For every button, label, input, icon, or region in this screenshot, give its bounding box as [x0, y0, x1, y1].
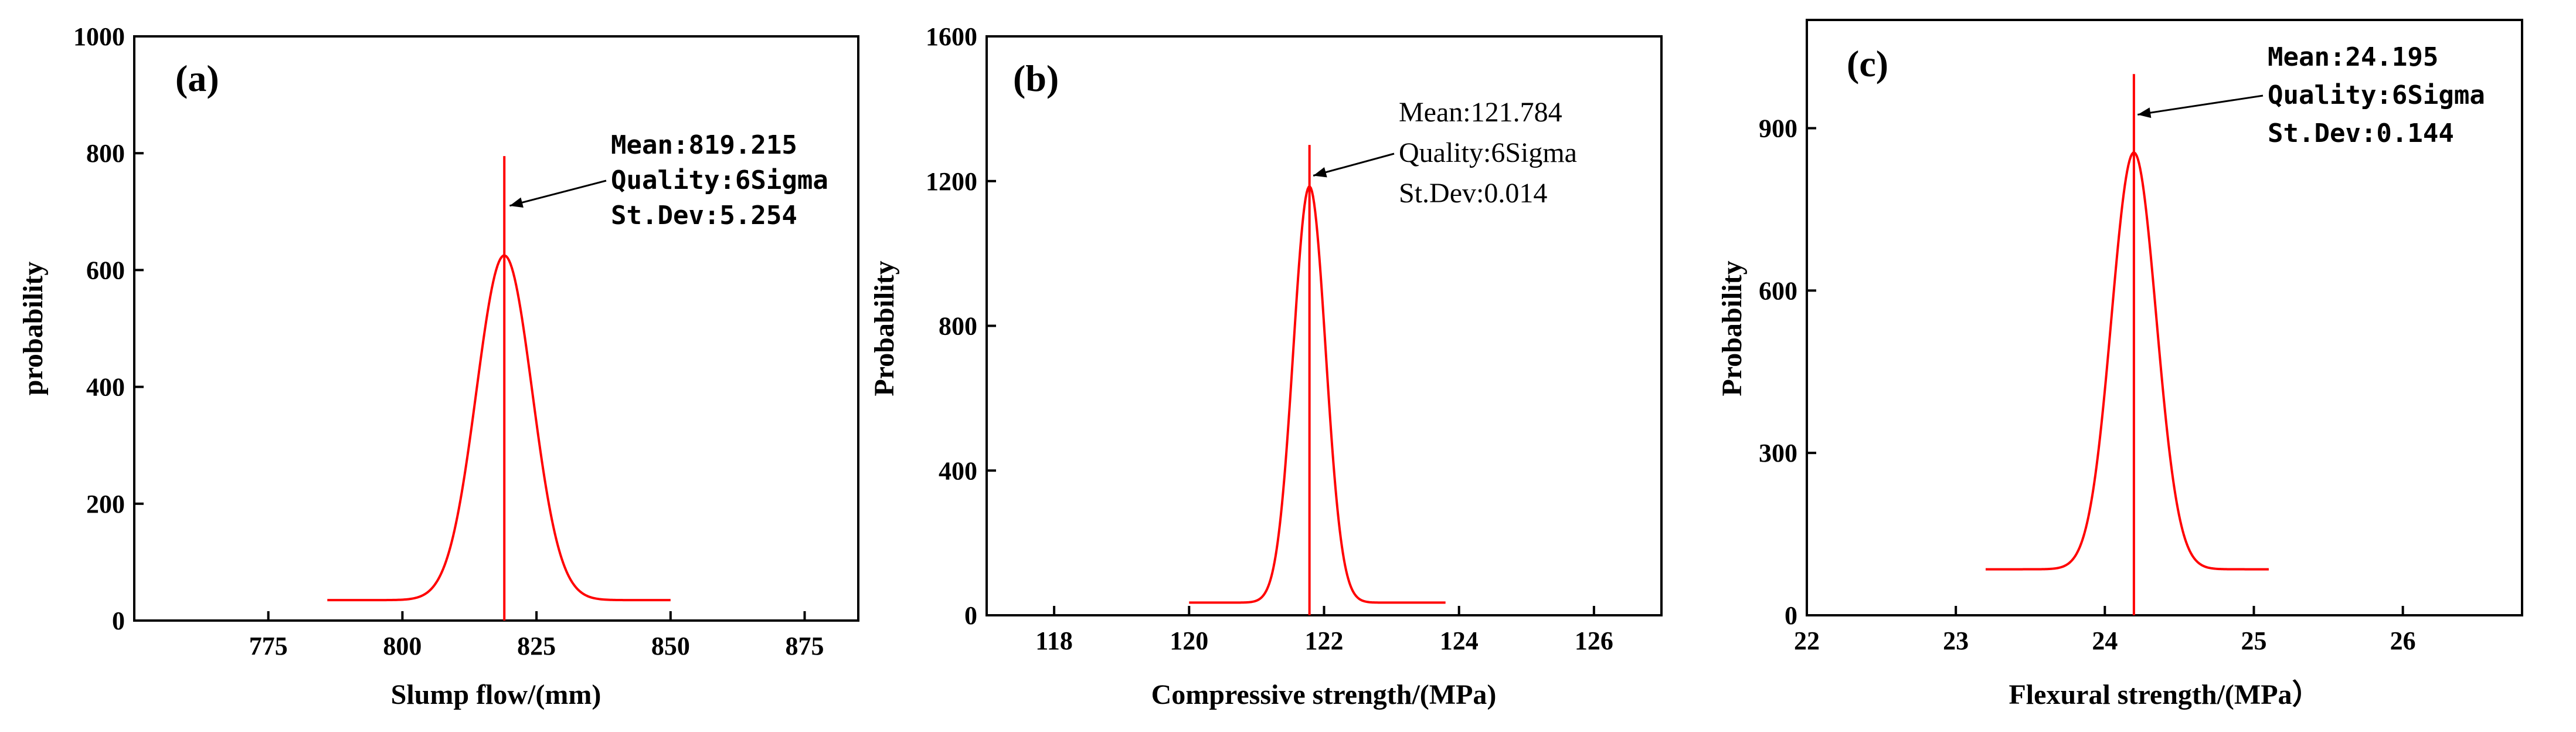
- x-tick-label: 875: [786, 632, 824, 660]
- y-tick-label: 0: [964, 601, 977, 630]
- annotation-arrowhead: [2137, 107, 2152, 118]
- y-tick-label: 600: [1759, 276, 1797, 305]
- x-tick-label: 23: [1943, 626, 1969, 655]
- x-ticks: 775 800 825 850 875: [249, 611, 824, 660]
- annotation-quality: Quality:6Sigma: [1399, 137, 1577, 168]
- panel-a: 775 800 825 850 875 0 200 400 600 800 1000 (a) Me…: [18, 22, 859, 710]
- y-axis-label: probability: [18, 262, 49, 396]
- x-tick-label: 850: [651, 632, 690, 660]
- plot-frame: [133, 35, 859, 622]
- y-tick-label: 0: [112, 606, 125, 635]
- x-tick-label: 25: [2241, 626, 2267, 655]
- panel-label: (b): [1013, 57, 1059, 99]
- x-tick-label: 118: [1035, 626, 1073, 655]
- x-axis-label: Slump flow/(mm): [391, 679, 601, 710]
- annotation-arrow: [509, 179, 607, 207]
- x-tick-label: 26: [2390, 626, 2416, 655]
- annotation-stdev: St.Dev:0.014: [1399, 178, 1547, 209]
- y-tick-label: 1000: [73, 22, 125, 51]
- y-axis-label: Probability: [1717, 260, 1748, 396]
- y-tick-label: 900: [1759, 114, 1797, 143]
- probability-curve: [327, 254, 671, 602]
- x-ticks: 118 120 122 124 126: [1035, 606, 1613, 655]
- x-tick-label: 126: [1575, 626, 1613, 655]
- x-tick-label: 22: [1794, 626, 1820, 655]
- y-tick-label: 300: [1759, 439, 1797, 467]
- y-tick-label: 1200: [926, 167, 977, 196]
- annotation-arrow: [1313, 152, 1395, 177]
- annotation-mean: Mean:121.784: [1399, 97, 1562, 128]
- panel-label: (c): [1847, 43, 1888, 84]
- annotation-quality: Quality:6Sigma: [2268, 80, 2485, 110]
- x-tick-label: 124: [1440, 626, 1479, 655]
- x-ticks: 22 23 24 25 26: [1794, 606, 2416, 655]
- x-tick-label: 24: [2092, 626, 2118, 655]
- y-tick-label: 800: [939, 312, 977, 341]
- x-tick-label: 775: [249, 632, 288, 660]
- x-axis-label: Compressive strength/(MPa): [1151, 679, 1497, 710]
- y-tick-label: 200: [86, 490, 125, 518]
- x-tick-label: 122: [1305, 626, 1344, 655]
- plot-frame: [1806, 19, 2523, 616]
- probability-curve: [1189, 185, 1446, 604]
- y-axis-label: Probability: [869, 260, 900, 396]
- annotation-mean: Mean:24.195: [2268, 42, 2438, 72]
- panel-label: (a): [175, 57, 219, 99]
- annotation-stdev: St.Dev:0.144: [2268, 118, 2454, 148]
- y-tick-label: 800: [86, 139, 125, 168]
- y-ticks: 0 300 600 900: [1759, 114, 1816, 630]
- y-ticks: 0 200 400 600 800 1000: [73, 22, 144, 635]
- x-tick-label: 800: [383, 632, 422, 660]
- y-tick-label: 400: [86, 373, 125, 402]
- probability-curve: [1986, 151, 2269, 571]
- annotation-stdev: St.Dev:5.254: [611, 201, 797, 231]
- annotation-quality: Quality:6Sigma: [611, 165, 828, 195]
- x-axis-label: Flexural strength/(MPa）: [2009, 679, 2320, 710]
- annotation-arrowhead: [1313, 167, 1327, 178]
- y-tick-label: 400: [939, 456, 977, 485]
- y-ticks: 0 400 800 1200 1600: [926, 22, 996, 630]
- y-tick-label: 0: [1785, 601, 1797, 630]
- x-tick-label: 825: [517, 632, 556, 660]
- annotation-arrow: [2137, 94, 2264, 116]
- y-tick-label: 600: [86, 256, 125, 284]
- x-tick-label: 120: [1170, 626, 1208, 655]
- annotation-arrowhead: [509, 197, 524, 208]
- y-tick-label: 1600: [926, 22, 977, 51]
- panel-b: 118 120 122 124 126 0 400 800 1200 1600 (b) Mean…: [869, 22, 1663, 710]
- annotation-mean: Mean:819.215: [611, 130, 797, 160]
- panel-c: 22 23 24 25 26 0 300 600 900 (c) Mean:24.195 Qu…: [1717, 19, 2523, 710]
